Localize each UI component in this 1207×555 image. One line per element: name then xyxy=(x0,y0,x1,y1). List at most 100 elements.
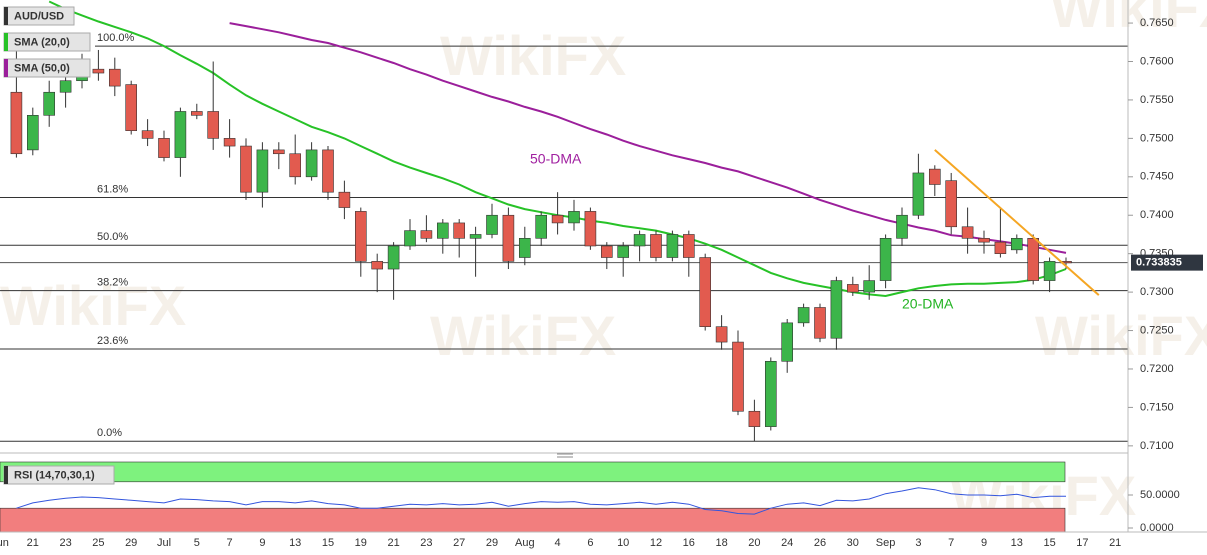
watermark: WikiFX xyxy=(0,274,186,337)
legend-swatch xyxy=(4,33,8,51)
candle-body xyxy=(256,149,269,193)
candle-body xyxy=(486,214,498,235)
candle-body xyxy=(1027,237,1039,281)
y-tick-label: 0.7300 xyxy=(1140,286,1174,298)
candle-body xyxy=(863,280,876,293)
candle-body xyxy=(43,91,56,116)
x-tick-label: 29 xyxy=(125,537,137,549)
candle-body xyxy=(26,115,39,151)
legend-label: RSI (14,70,30,1) xyxy=(14,469,95,481)
x-tick-label: 5 xyxy=(194,537,200,549)
legend-label: AUD/USD xyxy=(14,10,64,22)
x-tick-label: 7 xyxy=(227,537,233,549)
candle-body xyxy=(535,214,548,239)
candle-body xyxy=(1043,261,1056,281)
rsi-y-tick-label: 50.0000 xyxy=(1140,489,1180,501)
candle-body xyxy=(666,234,679,258)
candle-body xyxy=(846,284,859,293)
x-tick-label: 13 xyxy=(1011,537,1023,549)
y-tick-label: 0.7550 xyxy=(1140,94,1174,106)
legend-label: SMA (50,0) xyxy=(14,62,70,74)
last-price-label: 0.733835 xyxy=(1136,257,1182,269)
candle-body xyxy=(371,261,384,270)
rsi-y-tick-label: 0.0000 xyxy=(1140,522,1174,534)
x-tick-label: 17 xyxy=(1076,537,1088,549)
candle-body xyxy=(584,211,597,247)
candle-body xyxy=(961,226,974,239)
y-tick-label: 0.7450 xyxy=(1140,171,1174,183)
candle-body xyxy=(207,111,219,139)
x-tick-label: 19 xyxy=(355,537,367,549)
x-tick-label: 15 xyxy=(1043,537,1055,549)
candle-body xyxy=(158,138,170,158)
fib-label: 0.0% xyxy=(97,427,122,439)
x-tick-label: 23 xyxy=(420,537,432,549)
candle-body xyxy=(1010,237,1023,251)
x-tick-label: 20 xyxy=(748,537,760,549)
x-tick-label: 23 xyxy=(59,537,71,549)
x-tick-label: 26 xyxy=(814,537,826,549)
oversold-band xyxy=(0,507,1066,532)
candle-body xyxy=(830,280,843,339)
watermark: WikiFX xyxy=(430,304,616,367)
x-tick-label: 9 xyxy=(259,537,265,549)
candle-body xyxy=(420,230,433,239)
fib-label: 50.0% xyxy=(97,231,128,243)
x-tick-label: 9 xyxy=(981,537,987,549)
candle-body xyxy=(797,307,810,324)
y-tick-label: 0.7200 xyxy=(1140,363,1174,375)
candle-body xyxy=(338,191,351,208)
annotation: 20-DMA xyxy=(902,296,954,312)
candle-body xyxy=(305,149,318,178)
x-tick-label: 12 xyxy=(650,537,662,549)
candle-body xyxy=(518,237,531,258)
candle-body xyxy=(978,237,990,243)
candle-body xyxy=(715,326,728,343)
legend-label: SMA (20,0) xyxy=(14,36,70,48)
candle-body xyxy=(699,257,712,328)
fib-label: 61.8% xyxy=(97,183,128,195)
candle-body xyxy=(879,237,892,281)
y-tick-label: 0.7600 xyxy=(1140,55,1174,67)
candle-body xyxy=(404,230,416,247)
x-tick-label: 25 xyxy=(92,537,104,549)
candle-body xyxy=(354,211,367,262)
candle-body xyxy=(896,214,908,239)
candle-body xyxy=(240,145,252,193)
y-tick-label: 0.7100 xyxy=(1140,440,1174,452)
x-tick-label: 6 xyxy=(587,537,593,549)
candle-body xyxy=(912,172,925,216)
x-tick-label: 24 xyxy=(781,537,793,549)
candle-body xyxy=(748,410,761,427)
fib-label: 100.0% xyxy=(97,32,135,44)
candle-body xyxy=(59,80,72,93)
candle-body xyxy=(174,111,187,158)
candle-body xyxy=(600,245,613,258)
candle-body xyxy=(568,211,580,224)
legend: AUD/USD SMA (20,0) SMA (50,0) RSI (14,70,30… xyxy=(3,6,115,485)
candle-body xyxy=(10,91,23,155)
x-tick-label: Sep xyxy=(876,537,896,549)
annotation: 50-DMA xyxy=(530,151,582,167)
candle-body xyxy=(272,149,285,155)
rsi-panel xyxy=(0,461,1066,532)
candle-body xyxy=(125,84,137,131)
candle-body xyxy=(453,222,466,239)
x-tick-label: 3 xyxy=(915,537,921,549)
overbought-band xyxy=(0,461,1066,483)
candle-body xyxy=(928,168,941,185)
fib-label: 38.2% xyxy=(97,276,128,288)
watermark-layer: WikiFXWikiFXWikiFXWikiFXWikiFXWikiFX xyxy=(0,0,1207,527)
candle-body xyxy=(814,307,826,339)
x-tick-label: 10 xyxy=(617,537,629,549)
legend-swatch xyxy=(4,7,8,25)
rsi-line xyxy=(16,487,1066,515)
candle-body xyxy=(289,153,302,178)
x-tick-label: 29 xyxy=(486,537,498,549)
candle-body xyxy=(436,222,449,239)
y-tick-label: 0.7500 xyxy=(1140,132,1174,144)
legend-swatch xyxy=(4,466,8,484)
candle-body xyxy=(682,234,695,258)
candle-body xyxy=(764,360,777,427)
